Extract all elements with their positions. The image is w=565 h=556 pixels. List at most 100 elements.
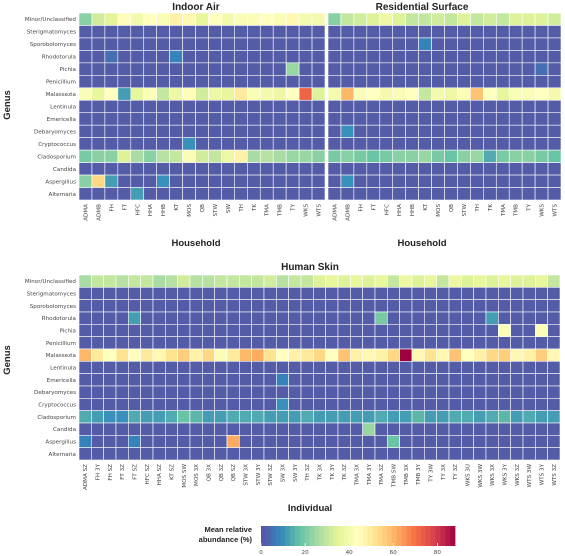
x-tick-label: WKS 3W — [478, 464, 484, 488]
x-tick-label: TMA — [501, 204, 507, 217]
heatmap-cell — [405, 112, 419, 126]
color-legend: Mean relative abundance (%) 0 20 40 60 80 — [199, 525, 456, 556]
heatmap-cell — [91, 447, 104, 461]
heatmap-cell — [300, 299, 314, 313]
heatmap-cell — [251, 274, 265, 288]
heatmap-cell — [152, 435, 166, 448]
x-tick-label: TH 3Z — [305, 464, 311, 482]
x-tick-label: ADMA — [83, 204, 89, 221]
heatmap-cell — [510, 348, 524, 362]
heatmap-cell — [239, 336, 252, 350]
heatmap-cell — [485, 311, 499, 325]
heatmap-cell — [337, 398, 351, 411]
heatmap-cell — [327, 174, 342, 188]
y-tick-label: Sporobolomyces — [30, 42, 76, 48]
heatmap-cell — [431, 75, 445, 89]
heatmap-cell — [418, 12, 432, 26]
heatmap-cell — [226, 435, 240, 448]
heatmap-cell — [259, 50, 274, 64]
heatmap-cell — [325, 287, 339, 300]
heatmap-cell — [91, 25, 106, 39]
heatmap-cell — [418, 37, 432, 51]
heatmap-cell — [461, 447, 474, 461]
heatmap-cell — [311, 87, 326, 101]
heatmap-cell — [521, 25, 536, 39]
heatmap-cell — [392, 87, 406, 101]
heatmap-cell — [470, 62, 484, 76]
heatmap-cell — [508, 50, 523, 64]
heatmap-cell — [436, 385, 450, 399]
heatmap-cell — [165, 373, 178, 387]
heatmap-cell — [411, 373, 425, 387]
heatmap-cell — [239, 410, 252, 424]
heatmap-cell — [461, 336, 474, 350]
x-tick-label: FT — [371, 203, 377, 210]
heatmap-cell — [448, 324, 462, 337]
heatmap-cell — [431, 137, 445, 151]
heatmap-cell — [298, 137, 313, 151]
legend-swatch — [440, 526, 446, 546]
heatmap-cell — [444, 124, 458, 138]
heatmap-cell — [379, 137, 394, 151]
heatmap-cell — [405, 99, 419, 114]
heatmap-cell — [325, 447, 339, 461]
heatmap-cell — [379, 12, 394, 26]
heatmap-cell — [457, 112, 471, 126]
heatmap-cell — [313, 311, 326, 325]
heatmap-cell — [483, 99, 497, 114]
heatmap-cell — [495, 99, 510, 114]
legend-swatch — [270, 526, 276, 546]
heatmap-cell — [128, 422, 141, 436]
heatmap-cell — [140, 447, 154, 461]
heatmap-cell — [156, 124, 170, 138]
heatmap-cell — [457, 162, 471, 176]
y-tick-label: Sterigmatomyces — [27, 30, 76, 36]
heatmap-cell — [298, 12, 313, 26]
heatmap-cell — [436, 336, 450, 350]
heatmap-cell — [547, 187, 562, 201]
heatmap-cell — [508, 75, 523, 89]
x-tick-label: MOS 3X — [194, 464, 200, 486]
heatmap-cell — [392, 174, 406, 188]
heatmap-cell — [221, 12, 235, 26]
heatmap-cell — [457, 62, 471, 76]
x-tick-label: HFC SZ — [145, 464, 151, 485]
heatmap-cell — [91, 87, 106, 101]
legend-swatch — [430, 526, 436, 546]
heatmap-cell — [234, 50, 248, 64]
x-axis-label-indoor-air: Household — [171, 238, 220, 249]
heatmap-cell — [285, 62, 300, 76]
heatmap-cell — [366, 75, 381, 89]
heatmap-cell — [405, 149, 419, 163]
x-tick-label: TY 3X — [441, 464, 447, 481]
heatmap-cell — [340, 174, 355, 188]
heatmap-cell — [313, 324, 326, 337]
heatmap-cell — [457, 25, 471, 39]
heatmap-cell — [327, 137, 342, 151]
heatmap-cell — [508, 187, 523, 201]
heatmap-cell — [169, 62, 183, 76]
heatmap-cell — [424, 299, 437, 313]
heatmap-cell — [169, 174, 183, 188]
heatmap-cell — [534, 62, 549, 76]
heatmap-cell — [498, 311, 511, 325]
heatmap-cell — [117, 187, 132, 201]
heatmap-cell — [221, 112, 235, 126]
heatmap-cell — [362, 348, 376, 362]
heatmap-cell — [104, 12, 119, 26]
legend-swatch — [411, 526, 417, 546]
heatmap-cell — [461, 435, 474, 448]
heatmap-cell — [418, 87, 432, 101]
heatmap-cell — [103, 373, 117, 387]
heatmap-cell — [374, 299, 388, 313]
heatmap-cell — [387, 336, 400, 350]
heatmap-cell — [387, 299, 400, 313]
heatmap-cell — [195, 87, 209, 101]
heatmap-cell — [483, 162, 497, 176]
heatmap-cell — [350, 435, 363, 448]
heatmap-cell — [239, 311, 252, 325]
heatmap-cell — [424, 361, 437, 374]
heatmap-cell — [276, 336, 289, 350]
heatmap-cell — [115, 410, 129, 424]
heatmap-cell — [272, 37, 287, 51]
